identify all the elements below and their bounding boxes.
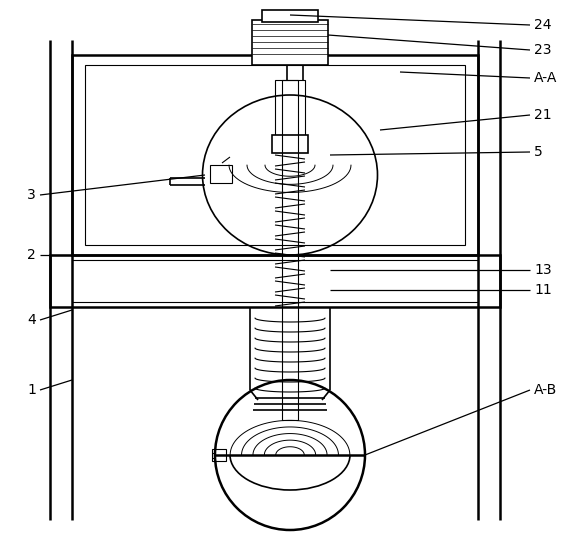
Bar xyxy=(72,260,478,302)
Bar xyxy=(210,165,232,183)
Text: A-A: A-A xyxy=(534,71,558,85)
Bar xyxy=(282,80,298,420)
Text: 3: 3 xyxy=(27,188,36,202)
Bar xyxy=(85,65,465,245)
Bar xyxy=(50,255,500,307)
Bar xyxy=(252,20,328,65)
Text: 2: 2 xyxy=(27,248,36,262)
Text: 1: 1 xyxy=(27,383,36,397)
Text: 11: 11 xyxy=(534,283,552,297)
Text: 23: 23 xyxy=(534,43,551,57)
Text: 24: 24 xyxy=(534,18,551,32)
Bar xyxy=(272,135,308,153)
Bar xyxy=(262,10,318,22)
Text: 13: 13 xyxy=(534,263,552,277)
Text: A-B: A-B xyxy=(534,383,557,397)
Text: 21: 21 xyxy=(534,108,552,122)
Text: 5: 5 xyxy=(534,145,543,159)
Bar xyxy=(212,449,226,461)
Bar xyxy=(72,55,478,255)
Text: 4: 4 xyxy=(27,313,36,327)
Bar xyxy=(275,80,305,135)
